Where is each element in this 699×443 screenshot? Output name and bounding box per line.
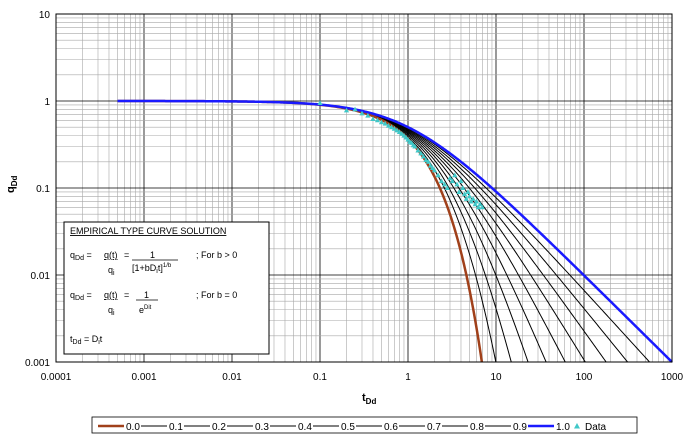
y-axis-label: qDd bbox=[5, 175, 19, 193]
eq1-den: qi bbox=[108, 265, 115, 277]
data-point bbox=[460, 185, 466, 190]
data-point bbox=[425, 159, 431, 164]
y-tick-label: 0.01 bbox=[31, 271, 51, 282]
x-tick-label: 0.1 bbox=[313, 372, 327, 383]
legend: 0.0 0.1 0.2 0.3 0.4 0.5 0.6 0.7 0.8 0.9 1.0 Data bbox=[98, 422, 607, 433]
data-point bbox=[444, 185, 450, 190]
eq2-den: qi bbox=[108, 305, 115, 317]
legend-label: 1.0 bbox=[556, 422, 570, 433]
data-point bbox=[352, 106, 358, 112]
data-point bbox=[472, 201, 478, 207]
plot-frame bbox=[55, 13, 673, 363]
data-point bbox=[477, 201, 483, 207]
data-point bbox=[396, 129, 403, 135]
data-point bbox=[462, 191, 468, 197]
legend-label: 0.2 bbox=[212, 422, 226, 433]
y-tick-label: 1 bbox=[44, 97, 50, 108]
data-point bbox=[431, 167, 438, 173]
y-tick-labels: 0.001 0.01 0.1 1 10 bbox=[25, 10, 50, 369]
eq2-num: q(t) bbox=[104, 290, 118, 300]
data-point bbox=[388, 124, 395, 130]
solution-box-frame bbox=[63, 221, 270, 355]
data-point bbox=[365, 112, 371, 118]
legend-label: 0.1 bbox=[169, 422, 183, 433]
legend-label: 0.0 bbox=[126, 422, 140, 433]
x-tick-label: 0.01 bbox=[222, 372, 242, 383]
eq2-rhs-num: 1 bbox=[144, 290, 149, 300]
data-point bbox=[479, 204, 485, 210]
legend-label: 0.9 bbox=[513, 422, 527, 433]
x-axis-label: tDd bbox=[362, 392, 376, 406]
x-tick-label: 1 bbox=[405, 372, 411, 383]
legend-label: 0.5 bbox=[341, 422, 355, 433]
x-tick-labels: 0.0001 0.001 0.01 0.1 1 10 100 1000 bbox=[41, 372, 684, 383]
data-point bbox=[456, 189, 462, 194]
data-point bbox=[454, 181, 460, 187]
data-point bbox=[435, 172, 441, 178]
eq1-lhs: qDd = bbox=[70, 250, 92, 262]
data-point bbox=[447, 175, 453, 181]
legend-label-data: Data bbox=[585, 422, 607, 433]
y-tick-label: 0.1 bbox=[36, 184, 50, 195]
data-point bbox=[418, 150, 424, 156]
eq1-condition: ; For b > 0 bbox=[196, 250, 237, 260]
data-point bbox=[438, 178, 445, 184]
solution-heading: EMPIRICAL TYPE CURVE SOLUTION bbox=[70, 226, 226, 236]
legend-label: 0.7 bbox=[427, 422, 441, 433]
x-tick-label: 10 bbox=[490, 372, 502, 383]
x-tick-label: 100 bbox=[576, 372, 593, 383]
data-point bbox=[420, 153, 427, 159]
data-point bbox=[458, 178, 464, 184]
data-point bbox=[473, 198, 480, 204]
data-points bbox=[317, 100, 485, 210]
eq3: tDd = Dit bbox=[70, 334, 103, 346]
eq1-rhs-num: 1 bbox=[150, 250, 155, 260]
eq2-eq: = bbox=[124, 290, 129, 300]
data-point bbox=[317, 100, 323, 105]
eq2-lhs: qDd = bbox=[70, 290, 92, 302]
x-tick-label: 0.0001 bbox=[41, 372, 72, 383]
legend-label: 0.8 bbox=[470, 422, 484, 433]
data-point bbox=[465, 189, 471, 194]
legend-label: 0.3 bbox=[255, 422, 269, 433]
data-point bbox=[463, 196, 469, 201]
data-point bbox=[449, 178, 456, 184]
legend-frame bbox=[91, 416, 638, 434]
x-tick-label: 0.001 bbox=[131, 372, 156, 383]
type-curve-b-1.0 bbox=[117, 99, 673, 363]
eq2-condition: ; For b = 0 bbox=[196, 290, 237, 300]
data-point bbox=[412, 143, 418, 149]
data-point bbox=[394, 127, 400, 133]
legend-label: 0.4 bbox=[298, 422, 312, 433]
y-tick-label: 10 bbox=[39, 10, 51, 21]
data-point bbox=[470, 196, 476, 201]
data-point bbox=[370, 116, 376, 122]
data-point bbox=[385, 122, 392, 128]
data-point bbox=[415, 147, 421, 153]
legend-swatch-data bbox=[574, 423, 580, 429]
data-point bbox=[374, 117, 381, 123]
solution-box: EMPIRICAL TYPE CURVE SOLUTION qDd = q(t)… bbox=[63, 221, 270, 355]
eq1-eq: = bbox=[124, 250, 129, 260]
data-point bbox=[452, 172, 458, 178]
legend-label: 0.6 bbox=[384, 422, 398, 433]
data-point bbox=[468, 198, 474, 204]
data-point bbox=[343, 107, 350, 113]
data-point bbox=[391, 125, 397, 131]
eq1-rhs-den: [1+bDit]1/b bbox=[132, 263, 172, 275]
data-point bbox=[466, 193, 473, 199]
eq1-num: q(t) bbox=[104, 250, 118, 260]
eq2-rhs-den: eDit bbox=[139, 305, 152, 315]
data-point bbox=[441, 181, 448, 187]
data-point bbox=[382, 120, 388, 126]
y-tick-label: 0.001 bbox=[25, 358, 50, 369]
data-point bbox=[359, 110, 365, 116]
data-point bbox=[475, 204, 481, 210]
data-point bbox=[423, 157, 429, 162]
data-point bbox=[378, 119, 385, 125]
x-tick-label: 1000 bbox=[661, 372, 684, 383]
